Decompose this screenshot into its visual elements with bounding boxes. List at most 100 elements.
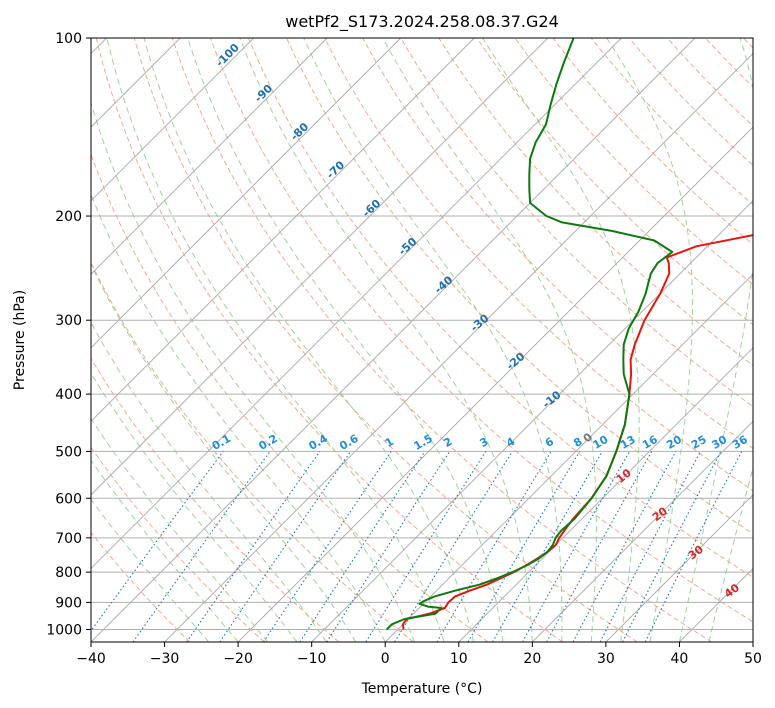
mixing-ratio-line — [91, 451, 224, 632]
moist-adiabat — [91, 193, 386, 642]
mixing-ratio-line — [572, 451, 677, 642]
mixing-ratio-line — [219, 451, 352, 642]
isotherm — [164, 52, 753, 642]
mixing-ratio-line — [326, 451, 451, 642]
dry-adiabat — [666, 38, 753, 127]
moist-adiabat — [91, 101, 416, 642]
dry-adiabat — [95, 38, 563, 642]
dry-adiabat — [91, 446, 265, 642]
isotherm — [91, 38, 402, 349]
dry-adiabat-label: -50 — [396, 235, 420, 258]
isotherm — [91, 38, 255, 202]
mixing-ratio-line — [644, 451, 743, 642]
mixing-ratio-label: 30 — [709, 433, 729, 452]
dry-adiabat-label: -90 — [252, 82, 276, 105]
moist-adiabat — [303, 38, 563, 642]
mixing-ratio-label: 6 — [543, 435, 556, 450]
isotherm — [91, 38, 696, 642]
x-tick-label: 40 — [671, 651, 689, 667]
mixing-ratio-label: 1 — [383, 435, 396, 450]
dry-adiabat — [743, 38, 753, 49]
dry-adiabat — [171, 38, 713, 642]
moist-adiabat — [91, 498, 210, 642]
dry-adiabat — [324, 38, 753, 492]
isotherm — [91, 38, 622, 570]
dry-adiabat — [590, 38, 753, 206]
dry-adiabat — [91, 261, 414, 642]
dry-adiabat — [91, 357, 340, 642]
mixing-ratio-line — [546, 451, 653, 642]
mixing-ratio-line — [467, 451, 581, 642]
plot-frame — [90, 37, 754, 643]
mixing-ratio-label: 3 — [477, 435, 490, 450]
x-tick-label: −40 — [76, 651, 106, 667]
dry-adiabat — [247, 38, 753, 578]
mixing-ratio-line — [394, 451, 513, 642]
dewpoint-profile — [385, 38, 674, 631]
mixing-ratio-line — [599, 451, 702, 642]
moist-adiabat — [91, 321, 327, 642]
moist-adiabat — [187, 38, 504, 642]
x-axis: −40 −30 −20 −10 0 10 20 30 40 50 — [76, 642, 762, 667]
y-axis-label: Pressure (hPa) — [12, 290, 28, 390]
moist-adiabat — [382, 38, 597, 642]
mixing-ratio-line — [186, 451, 321, 642]
x-tick-label: 50 — [744, 651, 762, 667]
y-tick-label: 700 — [55, 531, 82, 547]
x-tick-label: −10 — [297, 651, 327, 667]
isotherm — [91, 38, 549, 496]
dry-adiabat — [91, 531, 191, 642]
dry-adiabat — [514, 38, 753, 285]
dry-adiabat-label: -70 — [324, 158, 348, 181]
y-tick-label: 500 — [55, 444, 82, 460]
mixing-ratio-label: 1.5 — [411, 432, 434, 453]
dry-adiabat-label: -20 — [504, 350, 528, 373]
isotherm — [91, 38, 475, 423]
moist-adiabat — [143, 38, 474, 642]
moist-adiabat — [91, 372, 298, 642]
y-tick-label: 600 — [55, 491, 82, 507]
x-tick-label: −30 — [150, 651, 180, 667]
mixing-ratio-label: 2 — [441, 435, 454, 450]
x-axis-label: Temperature (°C) — [361, 681, 483, 697]
mixing-ratio-label: 36 — [730, 433, 750, 452]
dry-adiabat-label: -10 — [540, 388, 564, 411]
isotherm — [458, 347, 753, 642]
moist-adiabat — [606, 38, 693, 642]
isotherm — [311, 199, 753, 642]
dry-adiabat — [704, 38, 753, 88]
dry-adiabat — [209, 38, 753, 623]
moist-adiabat — [239, 38, 533, 642]
y-tick-label: 300 — [55, 313, 82, 329]
y-tick-label: 100 — [55, 31, 82, 47]
isotherm — [531, 420, 753, 642]
mixing-ratio-label: 16 — [640, 433, 660, 452]
x-tick-label: −20 — [223, 651, 253, 667]
y-tick-label: 800 — [55, 565, 82, 581]
moist-adiabat — [91, 263, 357, 642]
mixing-ratio-line — [522, 451, 631, 642]
isotherm — [91, 38, 328, 275]
dry-adiabat-label: -40 — [432, 273, 456, 296]
dry-adiabat-label: -100 — [213, 41, 242, 70]
moist-adiabat — [678, 38, 753, 642]
chart-title: wetPf2_S173.2024.258.08.37.G24 — [285, 12, 559, 32]
y-axis: 100 200 300 400 500 600 700 800 900 1000 — [46, 31, 91, 638]
dry-adiabat — [552, 38, 753, 246]
mixing-ratio-label: 10 — [591, 433, 611, 452]
dry-adiabat-label: -80 — [288, 120, 312, 143]
x-tick-label: 10 — [450, 651, 468, 667]
mixing-ratio-line — [263, 451, 392, 642]
dry-adiabat — [362, 38, 753, 449]
dry-adiabat — [133, 38, 638, 642]
moist-adiabat — [91, 459, 239, 642]
mixing-ratio-label: 25 — [689, 433, 709, 452]
dry-adiabat-label: 40 — [722, 581, 742, 601]
dry-adiabat — [438, 38, 753, 366]
mixing-ratio-line — [132, 451, 271, 642]
dry-adiabat — [91, 153, 489, 642]
isotherm — [237, 126, 753, 642]
y-tick-label: 200 — [55, 209, 82, 225]
